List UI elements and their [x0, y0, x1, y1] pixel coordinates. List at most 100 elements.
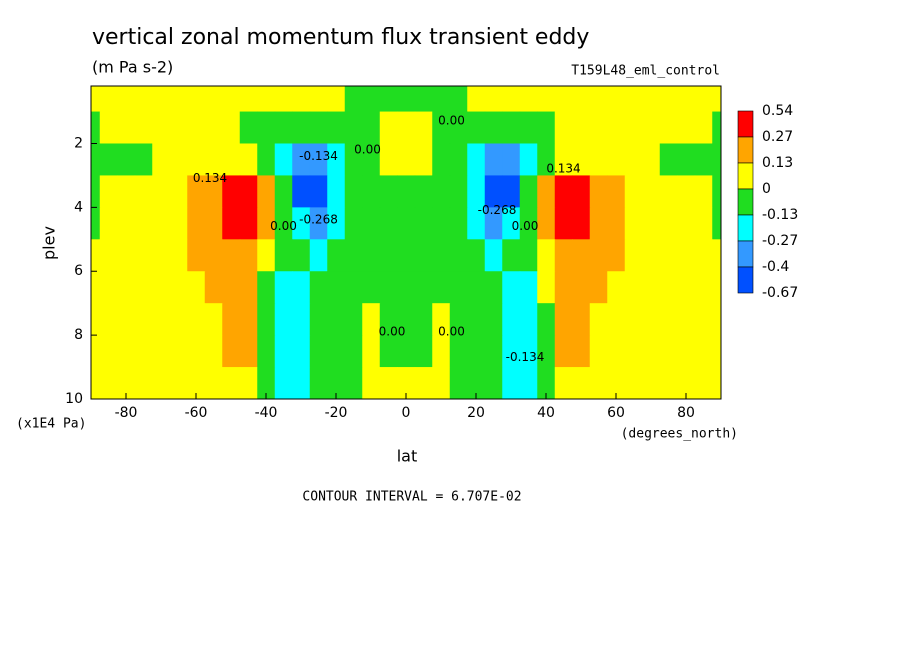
contour-cell: [397, 143, 416, 176]
contour-cell: [502, 271, 521, 304]
contour-cell: [414, 207, 433, 240]
contour-cell: [222, 207, 241, 240]
contour-cell: [642, 367, 661, 400]
contour-cell: [309, 86, 328, 113]
colorbar-box: [737, 188, 754, 216]
contour-cell: [152, 271, 171, 304]
contour-cell: [589, 207, 608, 240]
contour-cell: [537, 111, 556, 144]
x-tick-label: -20: [325, 405, 348, 421]
contour-cell: [327, 175, 346, 208]
contour-cell: [379, 367, 398, 400]
contour-cell: [467, 239, 486, 272]
contour-cell: [91, 207, 101, 240]
contour-cell: [362, 86, 381, 113]
contour-cell: [204, 175, 223, 208]
x-tick-label: -60: [185, 405, 208, 421]
contour-cell: [204, 271, 223, 304]
contour-cell: [309, 111, 328, 144]
contour-cell: [694, 303, 713, 336]
contour-cell: [187, 111, 206, 144]
contour-cell: [712, 271, 722, 304]
contour-cell: [239, 271, 258, 304]
contour-cell: [309, 175, 328, 208]
contour-cell: [484, 86, 503, 113]
contour-cell: [134, 86, 153, 113]
contour-cell: [117, 271, 136, 304]
contour-cell: [659, 271, 678, 304]
run-label: T159L48_eml_control: [571, 64, 720, 79]
contour-cell: [677, 271, 696, 304]
contour-cell: [222, 143, 241, 176]
contour-cell: [694, 239, 713, 272]
contour-cell: [519, 207, 538, 240]
contour-cell: [554, 207, 573, 240]
contour-cell: [309, 143, 328, 176]
contour-cell: [694, 175, 713, 208]
contour-cell: [537, 303, 556, 336]
contour-cell: [187, 335, 206, 368]
contour-cell: [537, 143, 556, 176]
contour-cell: [554, 239, 573, 272]
contour-cell: [502, 175, 521, 208]
contour-cell: [327, 271, 346, 304]
contour-cell: [484, 271, 503, 304]
contour-cell: [572, 335, 591, 368]
contour-cell: [292, 335, 311, 368]
contour-cell: [607, 111, 626, 144]
contour-cell: [414, 335, 433, 368]
contour-cell: [379, 86, 398, 113]
x-tick-label: -80: [115, 405, 138, 421]
contour-cell: [449, 111, 468, 144]
contour-cell: [187, 303, 206, 336]
contour-cell: [91, 367, 101, 400]
contour-cell: [257, 239, 276, 272]
contour-cell: [642, 111, 661, 144]
contour-cell: [257, 207, 276, 240]
contour-cell: [519, 367, 538, 400]
contour-cell: [677, 335, 696, 368]
contour-cell: [589, 86, 608, 113]
contour-cell: [642, 175, 661, 208]
contour-cell: [432, 143, 451, 176]
contour-cell: [694, 143, 713, 176]
contour-cell: [274, 303, 293, 336]
contour-label: 0.00: [270, 219, 297, 233]
contour-cell: [712, 207, 722, 240]
contour-cell: [344, 111, 363, 144]
contour-cell: [309, 207, 328, 240]
contour-cell: [519, 143, 538, 176]
contour-cell: [309, 271, 328, 304]
contour-cell: [134, 175, 153, 208]
contour-cell: [659, 111, 678, 144]
contour-cell: [659, 335, 678, 368]
contour-cell: [327, 86, 346, 113]
contour-cell: [257, 335, 276, 368]
contour-cell: [117, 111, 136, 144]
contour-cell: [397, 239, 416, 272]
contour-cell: [432, 86, 451, 113]
contour-cell: [432, 111, 451, 144]
contour-cell: [91, 143, 101, 176]
contour-cell: [257, 111, 276, 144]
x-axis-units: (degrees_north): [621, 427, 738, 442]
contour-cell: [99, 335, 118, 368]
contour-cell: [607, 367, 626, 400]
contour-cell: [91, 111, 101, 144]
contour-cell: [467, 335, 486, 368]
contour-cell: [169, 239, 188, 272]
contour-cell: [204, 143, 223, 176]
contour-cell: [134, 335, 153, 368]
y-tick-label: 4: [74, 199, 83, 215]
contour-cell: [624, 143, 643, 176]
contour-cell: [187, 271, 206, 304]
contour-cell: [572, 111, 591, 144]
contour-cell: [432, 303, 451, 336]
contour-cell: [624, 335, 643, 368]
contour-cell: [292, 367, 311, 400]
contour-cell: [379, 207, 398, 240]
contour-cell: [117, 143, 136, 176]
contour-cell: [344, 335, 363, 368]
